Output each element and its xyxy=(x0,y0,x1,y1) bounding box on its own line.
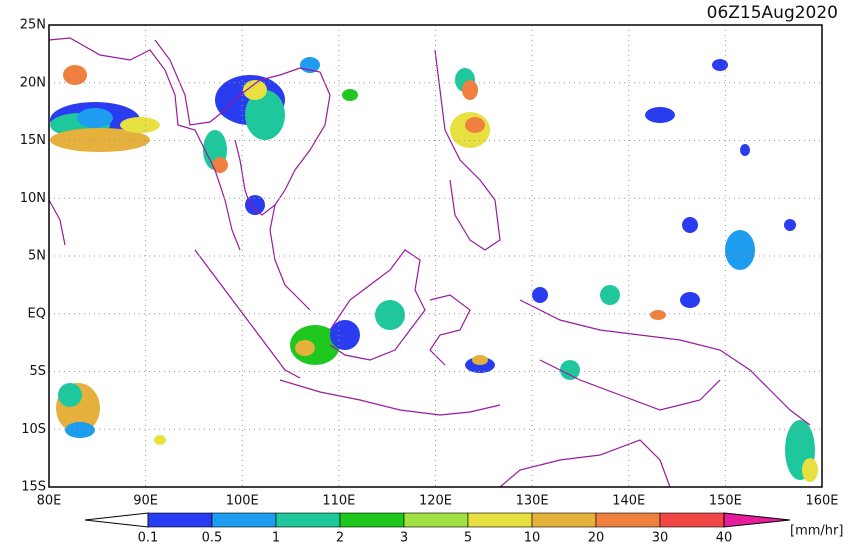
lon-label: 90E xyxy=(133,494,158,509)
coastlines xyxy=(48,37,811,488)
precip-patch xyxy=(740,144,750,156)
precip-patch xyxy=(600,285,620,305)
colorbar-over xyxy=(723,512,791,528)
precip-patch xyxy=(212,157,228,173)
lat-label: 5N xyxy=(28,249,46,264)
precip-patch xyxy=(58,383,82,407)
precip-patch xyxy=(77,108,113,128)
precip-patch xyxy=(375,300,405,330)
coast xyxy=(429,294,471,366)
coast xyxy=(48,37,241,251)
coast xyxy=(279,379,501,416)
lat-label: 15N xyxy=(20,133,46,148)
lon-label: 130E xyxy=(516,494,549,509)
lon-label: 160E xyxy=(805,494,838,509)
coast xyxy=(154,39,331,216)
graticule xyxy=(49,25,822,487)
colorbar-segment xyxy=(531,512,597,528)
precip-patch xyxy=(725,230,755,270)
lon-label: 110E xyxy=(322,494,355,509)
precip-patch xyxy=(650,310,666,320)
precip-patch xyxy=(472,355,488,365)
precip-patch xyxy=(295,340,315,356)
coast xyxy=(519,299,811,426)
precip-patch xyxy=(342,89,358,101)
colorbar-label: 40 xyxy=(716,531,733,544)
lat-label: 25N xyxy=(20,18,46,33)
colorbar-segment xyxy=(659,512,725,528)
colorbar-label: 10 xyxy=(524,531,541,544)
lon-label: 100E xyxy=(226,494,259,509)
colorbar-label: 0.1 xyxy=(138,531,159,544)
coast xyxy=(194,249,301,379)
lon-label: 120E xyxy=(419,494,452,509)
precip-patch xyxy=(680,292,700,308)
lat-label: 5S xyxy=(29,364,46,379)
precip-patch xyxy=(65,422,95,438)
map-title: 06Z15Aug2020 xyxy=(707,3,838,23)
colorbar-segment xyxy=(339,512,405,528)
lon-label: 140E xyxy=(612,494,645,509)
lat-label: EQ xyxy=(28,306,46,321)
lon-label: 80E xyxy=(37,494,62,509)
colorbar-segment xyxy=(211,512,277,528)
precip-patch xyxy=(802,458,818,482)
colorbar-label: 3 xyxy=(400,531,408,544)
precip-patch xyxy=(63,65,87,85)
precip-patch xyxy=(712,59,728,71)
coast xyxy=(329,249,426,361)
colorbar-label: 20 xyxy=(588,531,605,544)
colorbar-label: 0.5 xyxy=(202,531,223,544)
precip-patch xyxy=(243,80,267,100)
precip-patch xyxy=(645,107,675,123)
map-frame xyxy=(48,24,823,488)
coast xyxy=(269,204,311,311)
lat-label: 20N xyxy=(20,75,46,90)
precip-patch xyxy=(120,117,160,133)
coast xyxy=(48,199,66,246)
colorbar-unit: [mm/hr] xyxy=(790,524,843,539)
lat-label: 10N xyxy=(20,191,46,206)
precip-patch xyxy=(682,217,698,233)
colorbar-segment xyxy=(275,512,341,528)
lat-label: 15S xyxy=(21,480,46,495)
colorbar-segment xyxy=(595,512,661,528)
coast xyxy=(499,439,671,488)
precip-patch xyxy=(784,219,796,231)
precip-patch xyxy=(560,360,580,380)
precip-patch xyxy=(330,320,360,350)
lat-label: 10S xyxy=(21,422,46,437)
precip-patch xyxy=(245,90,285,140)
colorbar-under xyxy=(84,512,149,528)
colorbar-label: 2 xyxy=(336,531,344,544)
colorbar-segment xyxy=(403,512,469,528)
precip-patch xyxy=(462,80,478,100)
precip-patch xyxy=(465,117,485,133)
precip-patch xyxy=(532,287,548,303)
coast xyxy=(434,49,501,251)
lon-label: 150E xyxy=(709,494,742,509)
colorbar-label: 5 xyxy=(464,531,472,544)
coast xyxy=(539,359,721,411)
colorbar-segment xyxy=(147,512,213,528)
precip-patch xyxy=(245,195,265,215)
colorbar: 0.1 0.5 1 2 3 5 10 20 30 40 xyxy=(84,512,791,544)
precip-field xyxy=(50,57,818,482)
colorbar-label: 30 xyxy=(652,531,669,544)
colorbar-segment xyxy=(467,512,533,528)
colorbar-label: 1 xyxy=(272,531,280,544)
precip-patch xyxy=(154,435,166,445)
